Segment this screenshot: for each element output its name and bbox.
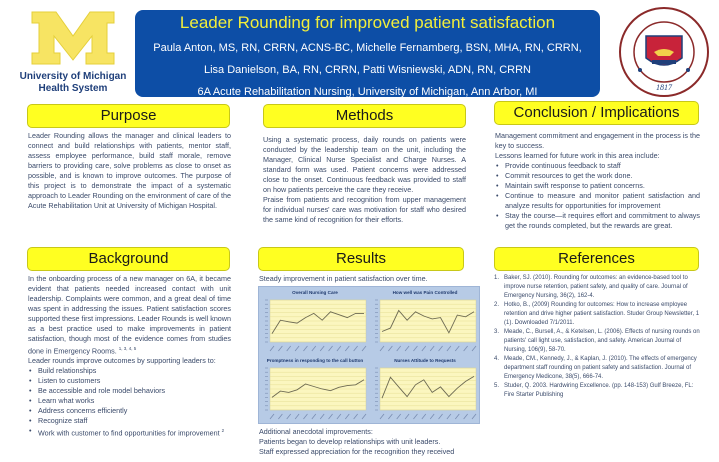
- methods-section-header: Methods: [263, 104, 466, 128]
- methods-paragraph-1: Using a systematic process, daily rounds…: [263, 135, 466, 194]
- background-section-header: Background: [27, 247, 230, 271]
- line-chart: [375, 299, 477, 352]
- chart-title: How well was Pain Controlled: [392, 290, 458, 295]
- background-bullet-citation: 2: [221, 428, 225, 434]
- conclusion-bullet: Provide continuous feedback to staff: [495, 161, 700, 171]
- conclusion-intro-2: Lessons learned for future work in this …: [495, 151, 660, 160]
- background-bullet-text: Work with customer to find opportunities…: [38, 428, 220, 438]
- background-paragraph-1: In the onboarding process of a new manag…: [28, 274, 231, 356]
- results-intro-text: Steady improvement in patient satisfacti…: [259, 274, 428, 283]
- reference-item: 2. Hotko, B., (2009) Rounding for outcome…: [494, 302, 700, 326]
- methods-title: Methods: [335, 107, 394, 124]
- results-charts-panel: Overall Nursing Care How well was Pain C…: [258, 286, 480, 424]
- results-additional-heading: Additional anecdotal improvements:: [259, 427, 373, 436]
- authors-line-2: Lisa Danielson, BA, RN, CRRN, Patti Wisn…: [203, 64, 532, 76]
- background-bullet: Recognize staff: [28, 416, 231, 426]
- chart-overall-nursing-care: Overall Nursing Care: [260, 288, 370, 356]
- line-chart: [375, 367, 477, 420]
- conclusion-section-header: Conclusion / Implications: [494, 101, 699, 125]
- conclusion-intro-1: Management commitment and engagement in …: [495, 131, 700, 150]
- background-bullet-list: Build relationships Listen to customers …: [28, 366, 231, 438]
- background-citation: 1, 3, 4, 5: [118, 346, 137, 351]
- background-bullet: Listen to customers: [28, 376, 231, 386]
- background-title: Background: [88, 250, 169, 267]
- purpose-text: Leader Rounding allows the manager and c…: [28, 131, 231, 210]
- chart-nurses-attitude: Nurses Attitude to Requests: [370, 356, 480, 424]
- background-bullet-last: Work with customer to find opportunities…: [28, 426, 231, 438]
- affiliation: 6A Acute Rehabilitation Nursing, Univers…: [197, 86, 538, 98]
- chart-title: Promptness in responding to the call but…: [266, 358, 364, 363]
- chart-pain-controlled: How well was Pain Controlled: [370, 288, 480, 356]
- block-m-logo-icon: [31, 11, 115, 65]
- poster-title: Leader Rounding for improved patient sat…: [179, 13, 556, 32]
- background-bullet: Be accessible and role model behaviors: [28, 386, 231, 396]
- background-body: In the onboarding process of a new manag…: [28, 274, 231, 439]
- reference-item: 4. Meade, CM., Kennedy, J., & Kaplan, J. …: [494, 356, 697, 380]
- chart-title: Overall Nursing Care: [292, 290, 338, 295]
- chart-title: Nurses Attitude to Requests: [394, 358, 456, 363]
- logo-caption-line1: University of Michigan: [19, 71, 127, 82]
- background-bullet: Build relationships: [28, 366, 231, 376]
- purpose-section-header: Purpose: [27, 104, 230, 128]
- conclusion-bullet: Maintain swift response to patient conce…: [495, 181, 700, 191]
- results-additional-2: Staff expressed appreciation for the rec…: [259, 447, 455, 456]
- university-of-michigan-health-system-logo: University of Michigan Health System: [8, 10, 138, 95]
- conclusion-bullet: Continue to measure and monitor patient …: [495, 191, 700, 211]
- results-intro: Steady improvement in patient satisfacti…: [259, 274, 479, 284]
- results-title: Results: [335, 250, 387, 267]
- references-title: References: [558, 250, 635, 267]
- line-chart: [265, 299, 367, 352]
- authors-line-1: Paula Anton, MS, RN, CRRN, ACNS-BC, Mich…: [153, 42, 582, 54]
- reference-item: 1. Baker, SJ. (2010). Rounding for outcom…: [494, 275, 688, 299]
- conclusion-bullet: Stay the course—it requires effort and c…: [495, 211, 700, 231]
- reference-item: 5. Studer, Q. 2003. Hardwiring Excellence…: [494, 383, 694, 398]
- conclusion-bullet: Commit resources to get the work done.: [495, 171, 700, 181]
- poster-header-banner: Leader Rounding for improved patient sat…: [135, 10, 600, 98]
- conclusion-title: Conclusion / Implications: [513, 104, 680, 121]
- university-seal-icon: 1817: [619, 7, 709, 97]
- conclusion-body: Management commitment and engagement in …: [495, 131, 700, 231]
- line-chart: [265, 367, 367, 420]
- references-section-header: References: [494, 247, 699, 271]
- background-bullet: Address concerns efficiently: [28, 406, 231, 416]
- svg-text:1817: 1817: [656, 83, 673, 92]
- references-body: 1. Baker, SJ. (2010). Rounding for outcom…: [494, 274, 704, 400]
- chart-call-button-promptness: Promptness in responding to the call but…: [260, 356, 370, 424]
- reference-item: 3. Meade, C., Bursell, A., & Ketelsen, L.…: [494, 329, 700, 353]
- background-bullet: Learn what works: [28, 396, 231, 406]
- logo-caption-line2: Health System: [38, 83, 108, 94]
- conclusion-bullet-list: Provide continuous feedback to staff Com…: [495, 161, 700, 231]
- references-list: 1. Baker, SJ. (2010). Rounding for outcom…: [494, 274, 704, 400]
- results-additional: Additional anecdotal improvements: Patie…: [259, 427, 484, 457]
- methods-body: Using a systematic process, daily rounds…: [263, 135, 466, 225]
- purpose-body: Leader Rounding allows the manager and c…: [28, 131, 231, 211]
- methods-paragraph-2: Praise from patients and recognition fro…: [263, 195, 466, 224]
- results-additional-1: Patients began to develop relationships …: [259, 437, 441, 446]
- background-intro-2: Leader rounds improve outcomes by suppor…: [28, 356, 216, 366]
- purpose-title: Purpose: [100, 107, 157, 124]
- results-section-header: Results: [258, 247, 464, 271]
